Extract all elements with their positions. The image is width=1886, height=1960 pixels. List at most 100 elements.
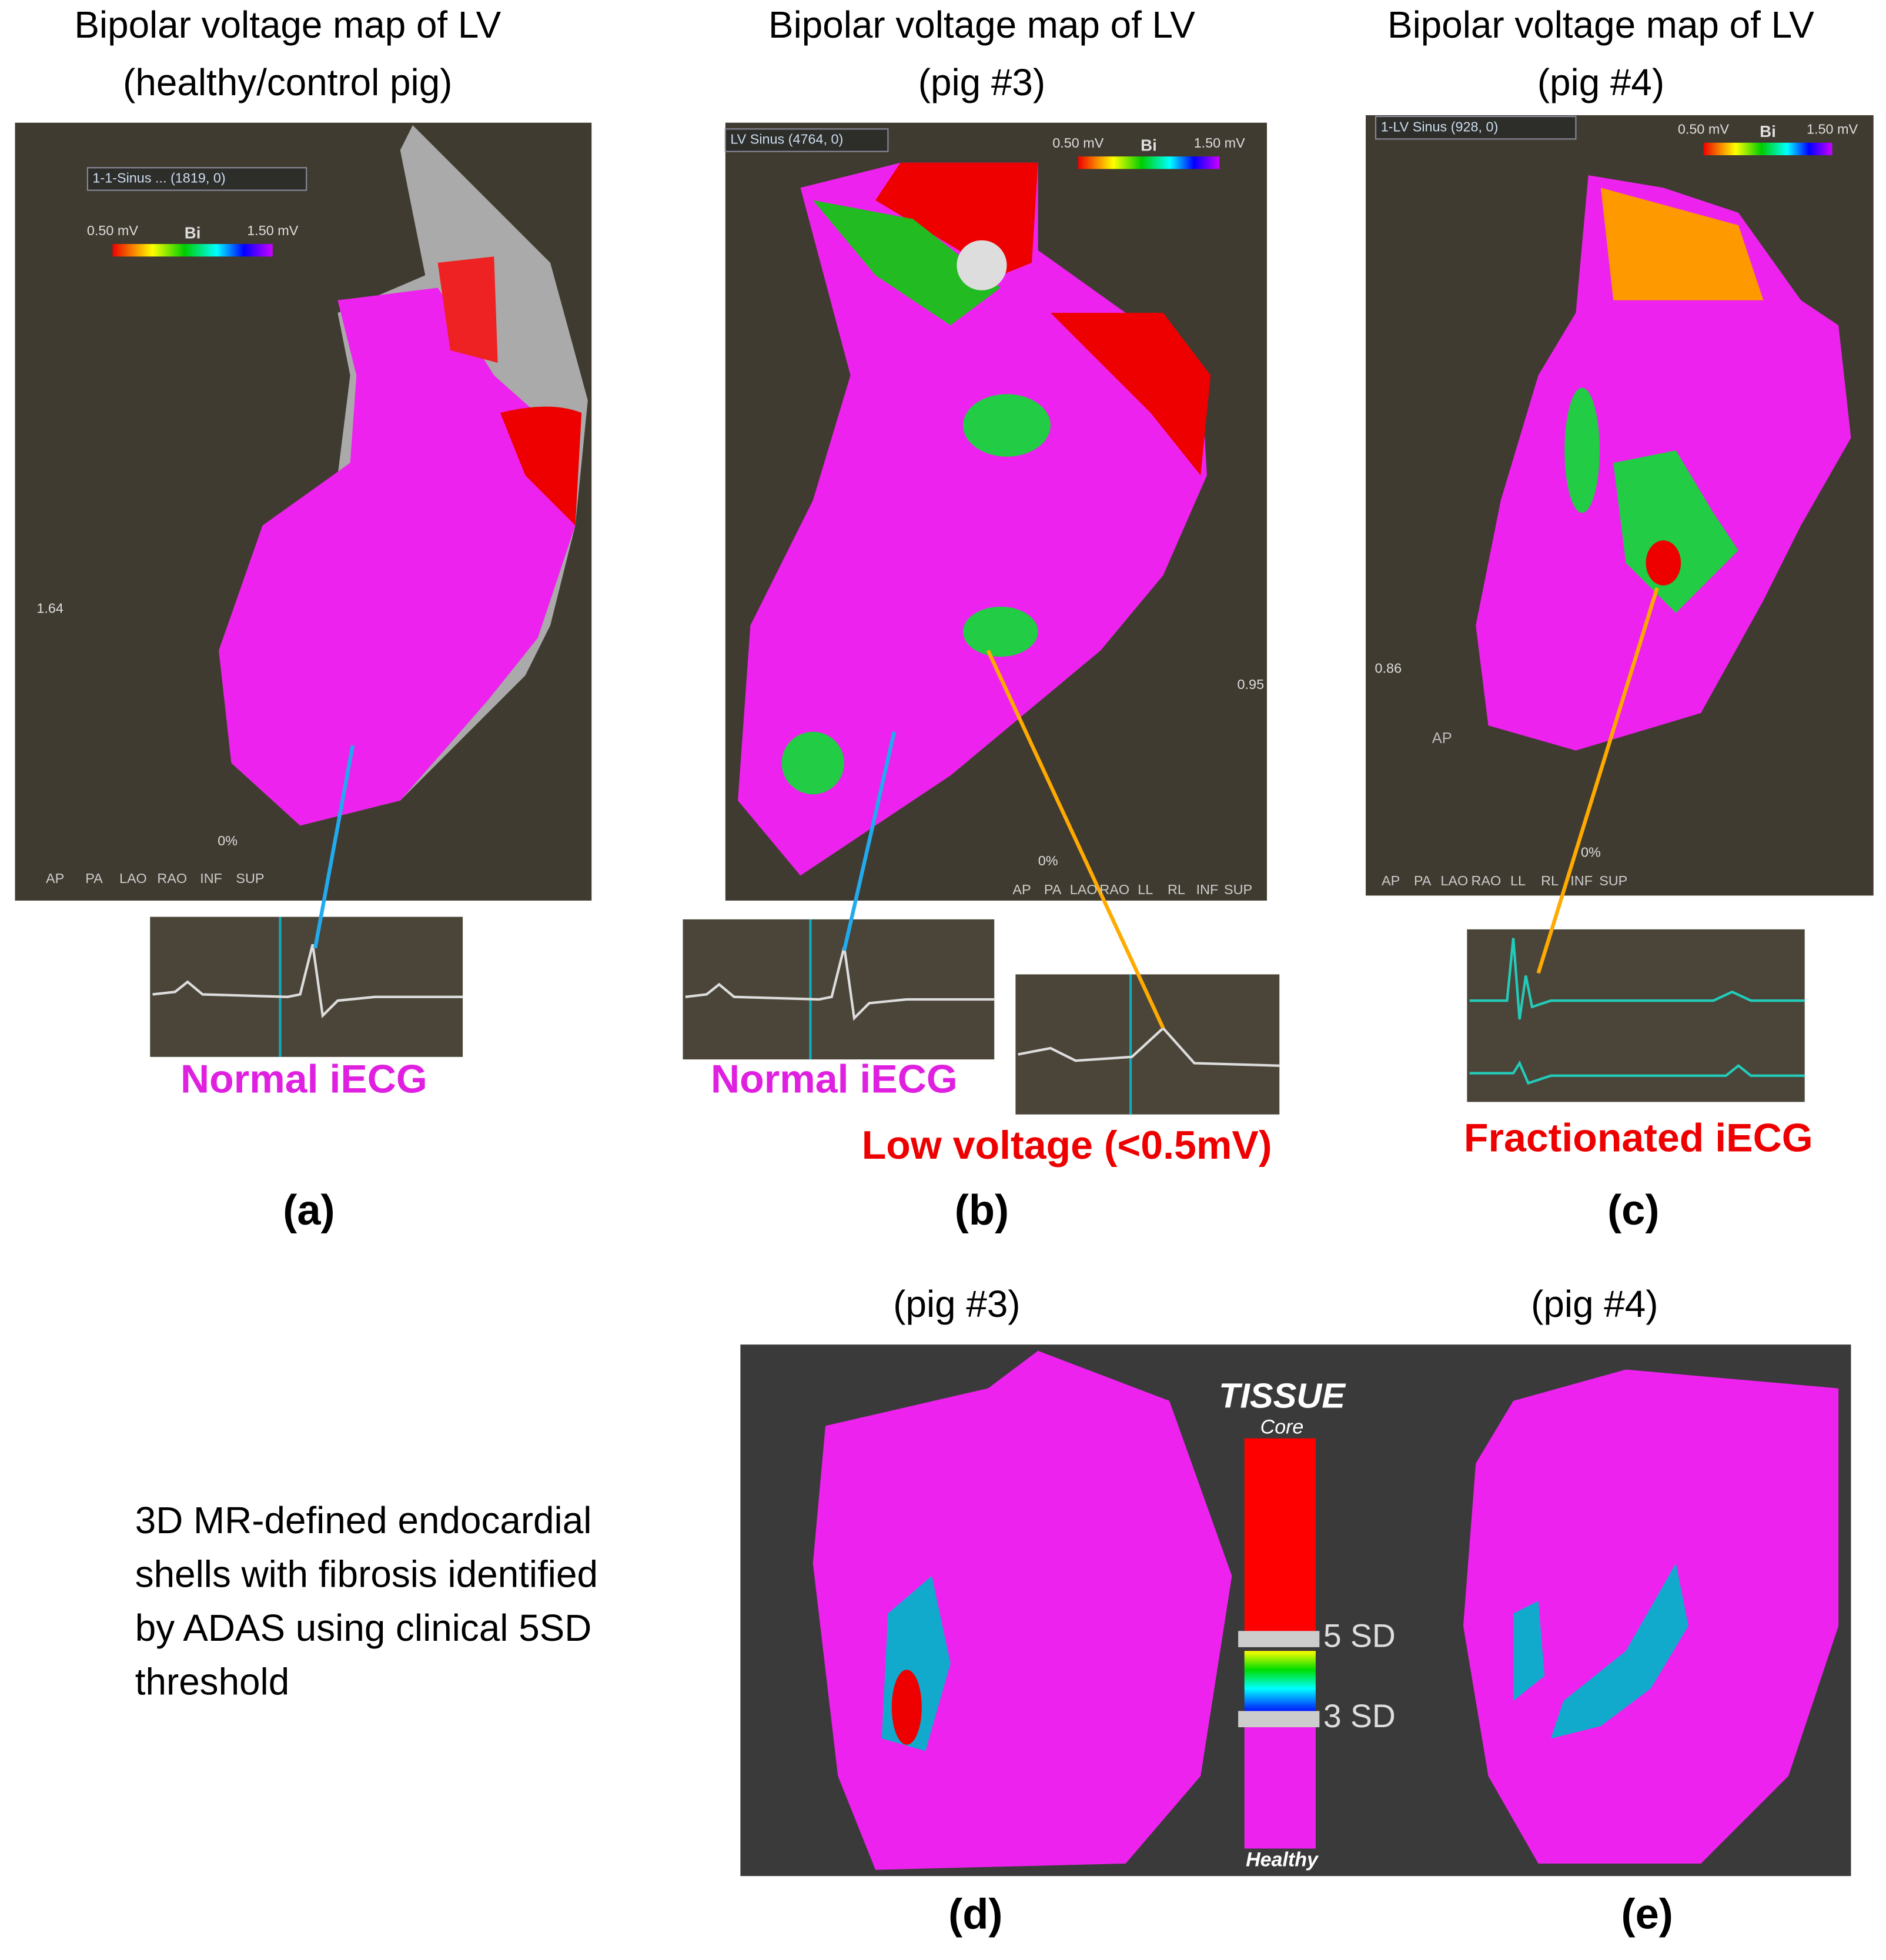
view-button[interactable]: LAO [1440,873,1468,888]
heart-scar [781,731,844,795]
panel-label: (e) [1621,1891,1673,1938]
heart-scar [963,394,1051,457]
tissue-border [1244,1651,1316,1714]
panel-label: (c) [1607,1187,1659,1234]
heart-scar [437,256,498,363]
heart-scar [1600,188,1764,300]
view-button[interactable]: LL [1138,882,1153,897]
view-button[interactable]: RL [1168,882,1185,897]
mr-fibrosis [891,1670,922,1745]
legend-min: 0.50 mV [1678,122,1730,137]
panel-title: Bipolar voltage map of LV [768,4,1195,46]
legend-name: Bi [185,223,201,242]
view-button[interactable]: RL [1541,873,1559,888]
scale-lower: 3 SD [1323,1698,1396,1734]
description: 3D MR-defined endocardial [135,1499,592,1541]
mr-title: (pig #3) [893,1283,1020,1325]
view-button[interactable]: RAO [1099,882,1129,897]
legend-colorbar [1703,142,1833,156]
view-hint: AP [1432,730,1452,747]
heart-scar [1613,450,1738,613]
panel-title: Bipolar voltage map of LV [1387,4,1814,46]
heart-scar [1564,387,1600,513]
heart-map [219,287,576,826]
zoom-value: 1.64 [36,600,63,616]
view-button[interactable]: SUP [236,871,264,886]
panel-title: (healthy/control pig) [123,61,452,103]
panel-label: (b) [955,1187,1009,1234]
zoom-value: 0.95 [1238,677,1265,692]
tissue-healthy [1244,1725,1316,1849]
annotation: Normal iECG [711,1056,958,1101]
view-button[interactable]: LL [1510,873,1526,888]
tissue-marker [1238,1631,1320,1647]
panel-label: (a) [283,1187,335,1234]
annotation: Normal iECG [180,1056,427,1101]
view-button[interactable]: PA [1414,873,1432,888]
zoom-value: 0.86 [1375,661,1402,676]
view-button[interactable]: AP [46,871,64,886]
annotation: Fractionated iECG [1464,1115,1813,1160]
dropdown [86,167,307,191]
view-button[interactable]: RAO [157,871,187,886]
legend-name: Bi [1760,122,1776,141]
opacity-value: 0% [218,833,238,848]
mr-fibrosis [1513,1601,1545,1701]
description: by ADAS using clinical 5SD [135,1607,592,1649]
opacity-value: 0% [1581,844,1601,859]
heart-scar [1646,540,1681,586]
view-button[interactable]: PA [85,871,103,886]
ecg-traces [152,917,1805,1115]
view-button[interactable]: SUP [1224,882,1252,897]
heart-scar [963,606,1038,657]
legend-max: 1.50 mV [1807,122,1858,137]
mr-fibrosis [1550,1563,1688,1739]
panel-title: (pig #4) [1537,61,1664,103]
dropdown-label: 1-1-Sinus ... (1819, 0) [92,170,225,186]
description: threshold [135,1661,289,1703]
legend-colorbar [112,244,273,257]
view-button[interactable]: LAO [1070,882,1098,897]
annotation: Low voltage (<0.5mV) [862,1123,1272,1168]
scale-upper: 5 SD [1323,1618,1396,1654]
panel-label: (d) [948,1891,1002,1938]
ecg-box [683,919,995,1060]
view-button[interactable]: INF [1196,882,1219,897]
scale-title: TISSUE [1219,1376,1346,1415]
legend-name: Bi [1141,136,1157,154]
tissue-core [1244,1438,1316,1639]
scale-top: Core [1260,1416,1304,1439]
heart-scar [500,406,582,526]
view-button[interactable]: LAO [119,871,147,886]
legend-min: 0.50 mV [87,223,139,238]
arrows [313,587,1659,1029]
dropdown-label: 1-LV Sinus (928, 0) [1381,119,1499,134]
panel-title: Bipolar voltage map of LV [74,4,501,46]
panel-title: (pig #3) [918,61,1045,103]
tissue-marker [1238,1711,1320,1728]
view-button[interactable]: SUP [1599,873,1627,888]
legend-max: 1.50 mV [1194,135,1246,150]
dropdown [724,128,889,152]
dropdown-label: LV Sinus (4764, 0) [730,132,843,147]
icon [957,240,1007,290]
view-button[interactable]: INF [200,871,222,886]
view-button[interactable]: AP [1012,882,1031,897]
description: shells with fibrosis identified [135,1553,598,1596]
mr-title: (pig #4) [1531,1283,1658,1325]
dropdown [1375,116,1577,140]
opacity-value: 0% [1038,853,1058,868]
legend-max: 1.50 mV [247,223,299,238]
ecg-box [150,917,463,1057]
view-button[interactable]: INF [1570,873,1593,888]
legend-colorbar [1078,156,1220,169]
view-button[interactable]: AP [1382,873,1400,888]
view-button[interactable]: PA [1044,882,1062,897]
heart-scar [812,200,1001,326]
heart-scar [1050,313,1211,476]
view-button[interactable]: RAO [1472,873,1502,888]
legend-min: 0.50 mV [1052,135,1104,150]
scale-bottom: Healthy [1246,1849,1319,1871]
